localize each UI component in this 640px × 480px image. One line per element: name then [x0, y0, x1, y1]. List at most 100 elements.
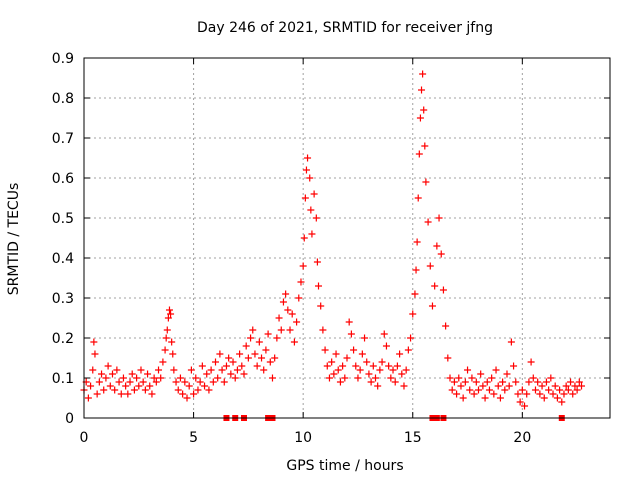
data-point [542, 378, 550, 386]
y-tick-label: 0.5 [52, 211, 74, 227]
data-point [343, 354, 351, 362]
data-point [518, 386, 526, 394]
data-point [398, 370, 406, 378]
data-point [437, 250, 445, 258]
plot-frame [83, 57, 611, 419]
data-point [367, 378, 375, 386]
data-point [350, 346, 358, 354]
y-tick-label: 0.4 [52, 251, 74, 267]
data-point [293, 318, 301, 326]
data-point [244, 354, 252, 362]
data-point [531, 386, 539, 394]
data-point [220, 378, 228, 386]
data-point [216, 350, 224, 358]
data-point [453, 390, 461, 398]
data-point [218, 366, 226, 374]
data-point [404, 346, 412, 354]
data-point [238, 362, 246, 370]
data-point [569, 390, 577, 398]
data-point [172, 378, 180, 386]
data-point [470, 390, 478, 398]
data-point [371, 374, 379, 382]
data-point [457, 382, 465, 390]
data-point [279, 298, 287, 306]
data-point [139, 378, 147, 386]
data-point [169, 350, 177, 358]
data-point [183, 394, 191, 402]
data-point [536, 390, 544, 398]
data-point [433, 242, 441, 250]
data-point [236, 350, 244, 358]
data-point [325, 374, 333, 382]
y-tick-label: 0.8 [52, 91, 74, 107]
data-point [141, 386, 149, 394]
data-point [159, 358, 167, 366]
data-point [209, 378, 217, 386]
data-point [290, 338, 298, 346]
data-point [420, 106, 428, 114]
data-point [332, 350, 340, 358]
chart-title: Day 246 of 2021, SRMTID for receiver jfn… [197, 20, 493, 36]
data-point [214, 374, 222, 382]
y-tick-label: 0.1 [52, 371, 74, 387]
data-point [222, 362, 230, 370]
data-point [190, 390, 198, 398]
data-point [448, 386, 456, 394]
data-point [187, 366, 195, 374]
data-point [422, 178, 430, 186]
data-point [98, 370, 106, 378]
data-point [185, 382, 193, 390]
data-point [108, 370, 116, 378]
data-point [527, 358, 535, 366]
data-point [421, 142, 429, 150]
data-point [148, 390, 156, 398]
data-point [115, 378, 123, 386]
data-point [194, 386, 202, 394]
data-point [203, 370, 211, 378]
data-point [479, 382, 487, 390]
data-point [414, 194, 422, 202]
data-point [512, 378, 520, 386]
data-point [385, 362, 393, 370]
x-tick-label: 5 [189, 430, 198, 446]
data-point [130, 386, 138, 394]
data-point [564, 386, 572, 394]
data-point [396, 350, 404, 358]
data-point [258, 354, 266, 362]
data-point [483, 378, 491, 386]
x-tick-label: 10 [294, 430, 312, 446]
data-point [286, 326, 294, 334]
data-point [490, 390, 498, 398]
data-point [207, 366, 215, 374]
data-point [212, 358, 219, 366]
data-point [545, 386, 553, 394]
data-point [273, 334, 281, 342]
data-point [334, 366, 342, 374]
data-point [439, 286, 447, 294]
data-point [266, 358, 274, 366]
data-point [124, 390, 132, 398]
data-point [409, 310, 417, 318]
data-point [553, 394, 561, 402]
data-point [347, 330, 355, 338]
data-point [573, 386, 581, 394]
data-point [558, 398, 566, 406]
data-point [389, 366, 397, 374]
x-tick-label: 20 [513, 430, 531, 446]
data-point [288, 310, 296, 318]
data-point [578, 382, 586, 390]
data-point [242, 342, 250, 350]
data-point [380, 330, 388, 338]
data-point [521, 402, 529, 410]
data-point [376, 366, 384, 374]
data-point [336, 378, 344, 386]
data-point [450, 378, 458, 386]
data-point [475, 386, 482, 394]
data-point [567, 378, 575, 386]
data-point [126, 378, 134, 386]
data-point [444, 354, 452, 362]
data-point [339, 362, 347, 370]
data-point [225, 354, 233, 362]
data-point [253, 362, 261, 370]
